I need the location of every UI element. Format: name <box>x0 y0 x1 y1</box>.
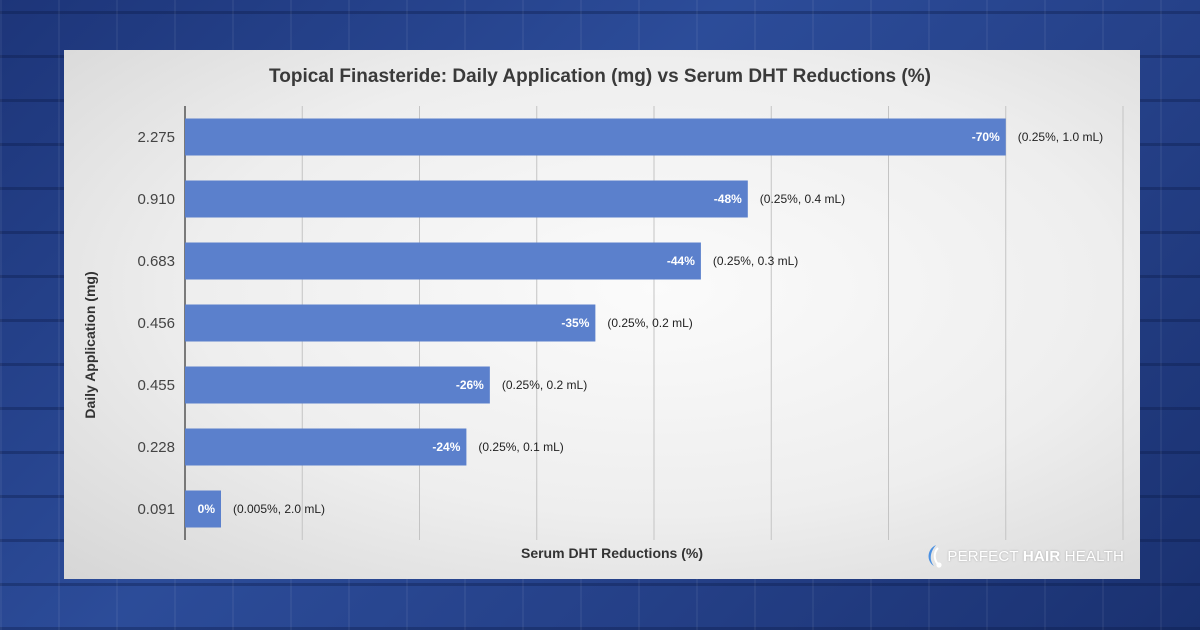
chart-title: Topical Finasteride: Daily Application (… <box>269 66 931 87</box>
bar-annotation: (0.25%, 0.1 mL) <box>478 440 563 454</box>
bar-annotation: (0.005%, 2.0 mL) <box>233 502 325 516</box>
bar <box>185 304 596 342</box>
bar-annotation: (0.25%, 0.4 mL) <box>760 192 845 206</box>
data-label: -70% <box>972 130 1000 144</box>
y-tick-label: 2.275 <box>137 129 175 146</box>
hair-follicle-icon <box>928 545 942 568</box>
bar-chart: Topical Finasteride: Daily Application (… <box>82 66 1124 561</box>
bar <box>185 490 221 528</box>
brand-name: PERFECT HAIR HEALTH <box>947 547 1124 565</box>
data-label: -24% <box>432 440 460 454</box>
y-tick-label: 0.910 <box>137 191 175 208</box>
data-label: -48% <box>714 192 742 206</box>
y-tick-label: 0.228 <box>137 439 175 456</box>
bar <box>185 366 490 404</box>
bars: -70% (0.25%, 1.0 mL) 2.275 -48% (0.25%, 0.4 … <box>137 118 1103 528</box>
y-tick-label: 0.683 <box>137 253 175 270</box>
y-tick-label: 0.456 <box>137 315 175 332</box>
bar <box>185 428 467 466</box>
bar <box>185 180 748 218</box>
x-axis-title: Serum DHT Reductions (%) <box>521 545 703 561</box>
y-tick-label: 0.455 <box>137 377 175 394</box>
data-label: -26% <box>456 378 484 392</box>
bar-annotation: (0.25%, 0.2 mL) <box>607 316 692 330</box>
bar-annotation: (0.25%, 1.0 mL) <box>1018 130 1103 144</box>
chart-panel: Topical Finasteride: Daily Application (… <box>64 50 1140 579</box>
data-label: -35% <box>561 316 589 330</box>
bar <box>185 242 701 280</box>
y-tick-label: 0.091 <box>137 501 175 518</box>
brand-logo: PERFECT HAIR HEALTH <box>923 543 1124 569</box>
data-label: -44% <box>667 254 695 268</box>
bar <box>185 118 1006 156</box>
bar-annotation: (0.25%, 0.3 mL) <box>713 254 798 268</box>
data-label: 0% <box>198 502 216 516</box>
y-axis-title: Daily Application (mg) <box>82 271 98 418</box>
bar-annotation: (0.25%, 0.2 mL) <box>502 378 587 392</box>
